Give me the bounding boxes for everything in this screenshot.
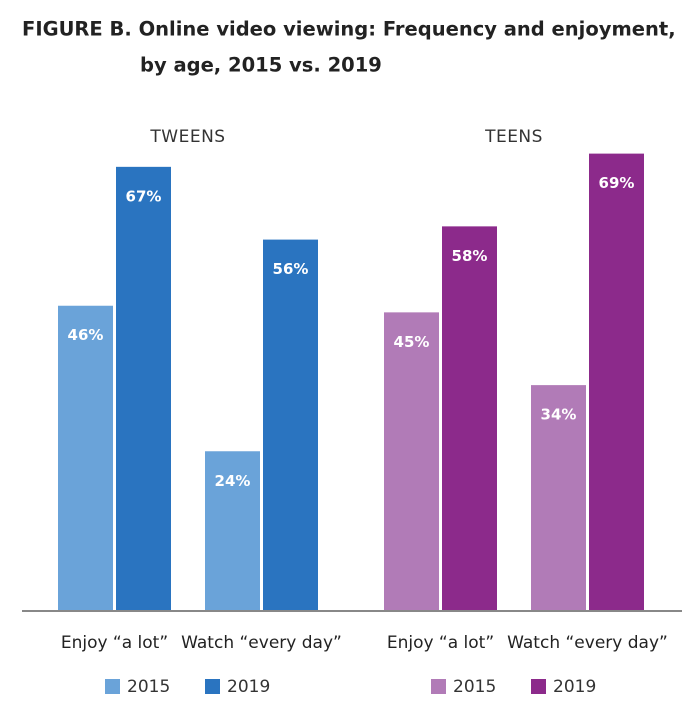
panel-label: TWEENS: [149, 127, 225, 147]
legend-label: 2015: [453, 677, 496, 697]
value-label: 34%: [541, 406, 577, 424]
legend-label: 2019: [553, 677, 596, 697]
legend-swatch: [205, 679, 220, 694]
chart-title: by age, 2015 vs. 2019: [140, 54, 382, 77]
value-label: 67%: [126, 187, 162, 205]
bar: [263, 239, 318, 610]
legend-label: 2019: [227, 677, 270, 697]
panel-label: TEENS: [484, 127, 543, 147]
x-tick-label: Enjoy “a lot”: [387, 633, 494, 653]
legend-swatch: [105, 679, 120, 694]
bar: [442, 226, 497, 610]
chart-title: FIGURE B. Online video viewing: Frequenc…: [22, 18, 676, 41]
x-tick-label: Watch “every day”: [181, 633, 342, 653]
legend-swatch: [431, 679, 446, 694]
legend-label: 2015: [127, 677, 170, 697]
bar: [384, 312, 439, 610]
value-label: 58%: [452, 247, 488, 265]
value-label: 69%: [599, 174, 635, 192]
x-tick-label: Watch “every day”: [507, 633, 668, 653]
legend-swatch: [531, 679, 546, 694]
value-label: 56%: [273, 260, 309, 278]
bar: [116, 166, 171, 611]
x-tick-label: Enjoy “a lot”: [61, 633, 168, 653]
bar: [205, 451, 260, 610]
bar: [531, 385, 586, 610]
value-label: 24%: [215, 472, 251, 490]
bar: [589, 153, 644, 610]
value-label: 45%: [394, 333, 430, 351]
bar: [58, 305, 113, 610]
value-label: 46%: [68, 326, 104, 344]
